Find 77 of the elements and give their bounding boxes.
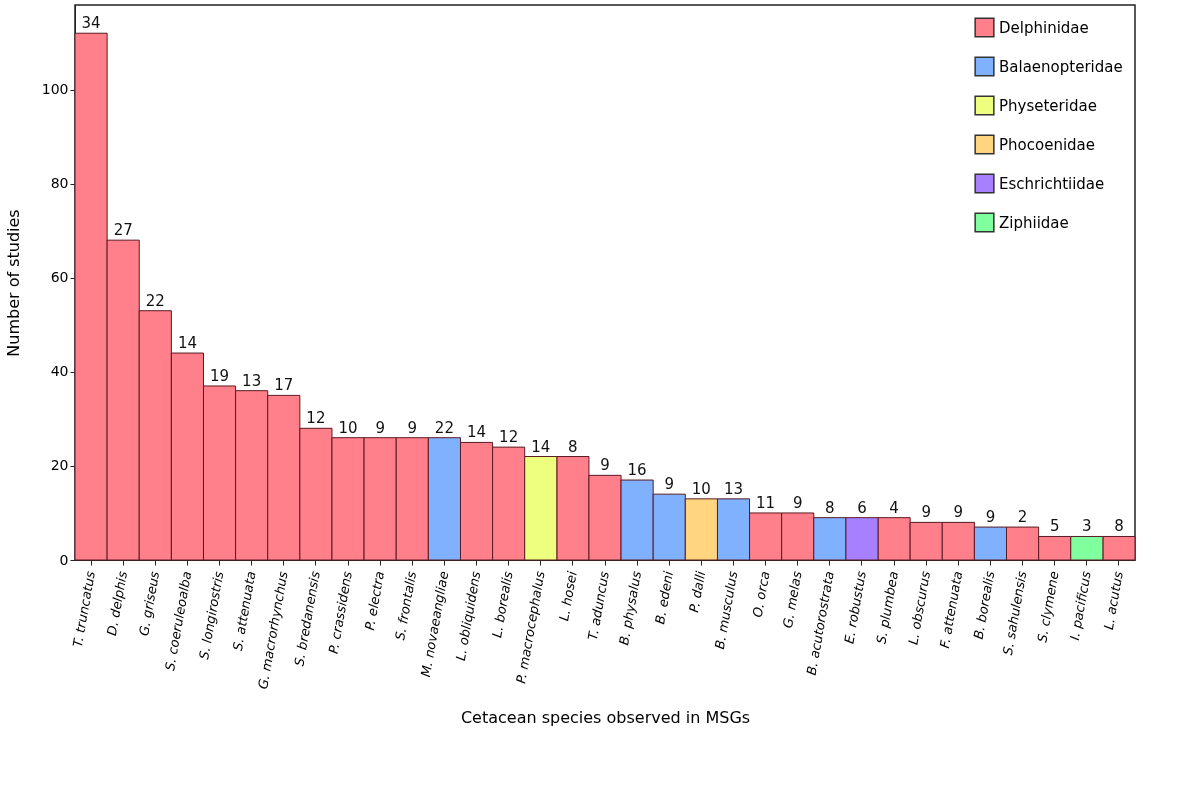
x-axis-title: Cetacean species observed in MSGs — [460, 708, 751, 728]
text: 9 — [600, 456, 610, 475]
text: 5 — [1049, 517, 1060, 536]
text: 34 — [81, 14, 101, 33]
text: 12 — [499, 428, 519, 447]
legend-label: Ziphiidae — [999, 213, 1069, 232]
x-tick-label: B. physalus — [616, 569, 645, 647]
text: 19 — [210, 366, 230, 385]
text: 3 — [1082, 517, 1092, 536]
y-axis-title: Number of studies — [3, 209, 23, 357]
legend-label: Balaenopteridae — [999, 57, 1123, 76]
legend-label: Delphinidae — [999, 18, 1089, 37]
x-tick-label: S. longirostris — [196, 569, 227, 661]
text: 9 — [407, 418, 418, 437]
text: 6 — [857, 498, 867, 517]
legend-label: Physeteridae — [999, 96, 1097, 115]
x-tick-label: L. hosei — [556, 569, 580, 623]
text: 14 — [531, 437, 551, 456]
y-tick-label: 20 — [50, 457, 69, 474]
x-tick-label: G. melas — [779, 569, 805, 630]
x-tick-label: T. aduncus — [585, 569, 612, 642]
y-tick-label: 60 — [50, 269, 69, 286]
text: 11 — [756, 493, 776, 512]
text: 22 — [145, 291, 165, 310]
text: 4 — [889, 498, 899, 517]
x-tick-label: S. coeruleoalba — [162, 570, 195, 672]
text: 9 — [985, 508, 996, 527]
legend-label: Eschrichtiidae — [999, 174, 1105, 193]
text: 16 — [627, 461, 647, 480]
x-tick-label: S. attenuata — [229, 570, 259, 652]
text: 14 — [466, 423, 487, 442]
x-tick-label: L. acutus — [1100, 569, 1126, 631]
x-tick-label: P. dalli — [686, 569, 709, 614]
y-tick-label: 40 — [50, 363, 69, 380]
text: 10 — [338, 418, 358, 437]
x-tick-label: S. clymene — [1034, 570, 1062, 644]
text: 22 — [434, 418, 454, 437]
text: 17 — [274, 376, 294, 395]
x-tick-label: P. crassidens — [325, 569, 355, 655]
x-tick-label: S. plumbea — [873, 570, 901, 646]
text: 13 — [723, 479, 744, 498]
legend-label: Phocoenidae — [999, 135, 1095, 154]
x-tick-label: G. griseus — [136, 569, 163, 638]
text: 9 — [792, 493, 803, 512]
text: 2 — [1017, 508, 1028, 527]
x-tick-label: I. pacificus — [1066, 569, 1094, 642]
x-tick-label: S. frontalis — [392, 569, 420, 642]
x-tick-label: F. attenuata — [936, 570, 966, 650]
x-tick-label: L. obscurus — [905, 569, 934, 646]
text: 9 — [375, 418, 385, 437]
x-tick-label: S. sahulensis — [999, 569, 1030, 657]
text: 9 — [921, 503, 931, 522]
text: 13 — [242, 371, 262, 390]
x-tick-label: D. delphis — [104, 569, 131, 637]
x-tick-label: P. electra — [361, 570, 388, 632]
text: 8 — [568, 437, 578, 456]
text: 10 — [691, 479, 711, 498]
text: 12 — [306, 409, 326, 428]
text: 9 — [953, 503, 964, 522]
x-tick-label: B. acutorostrata — [803, 570, 837, 677]
text: 8 — [825, 498, 835, 517]
y-tick-label: 80 — [50, 175, 69, 192]
x-tick-label: M. novaeangliae — [417, 570, 452, 679]
text: 9 — [664, 475, 675, 494]
text: 14 — [177, 334, 197, 353]
x-tick-label: T. truncatus — [69, 569, 98, 649]
x-tick-label: B. borealis — [970, 569, 998, 641]
x-tick-label: L. borealis — [489, 569, 516, 639]
text: 27 — [113, 221, 133, 240]
y-tick-label: 100 — [41, 81, 69, 98]
x-tick-label: B. musculus — [711, 569, 741, 651]
x-tick-label: L. obliquidens — [452, 569, 484, 662]
y-tick-label: 0 — [59, 551, 69, 568]
text: 8 — [1114, 517, 1124, 536]
x-tick-label: B. edeni — [652, 569, 677, 626]
x-tick-label: E. robustus — [841, 569, 869, 645]
x-tick-label: O. orca — [749, 570, 773, 619]
